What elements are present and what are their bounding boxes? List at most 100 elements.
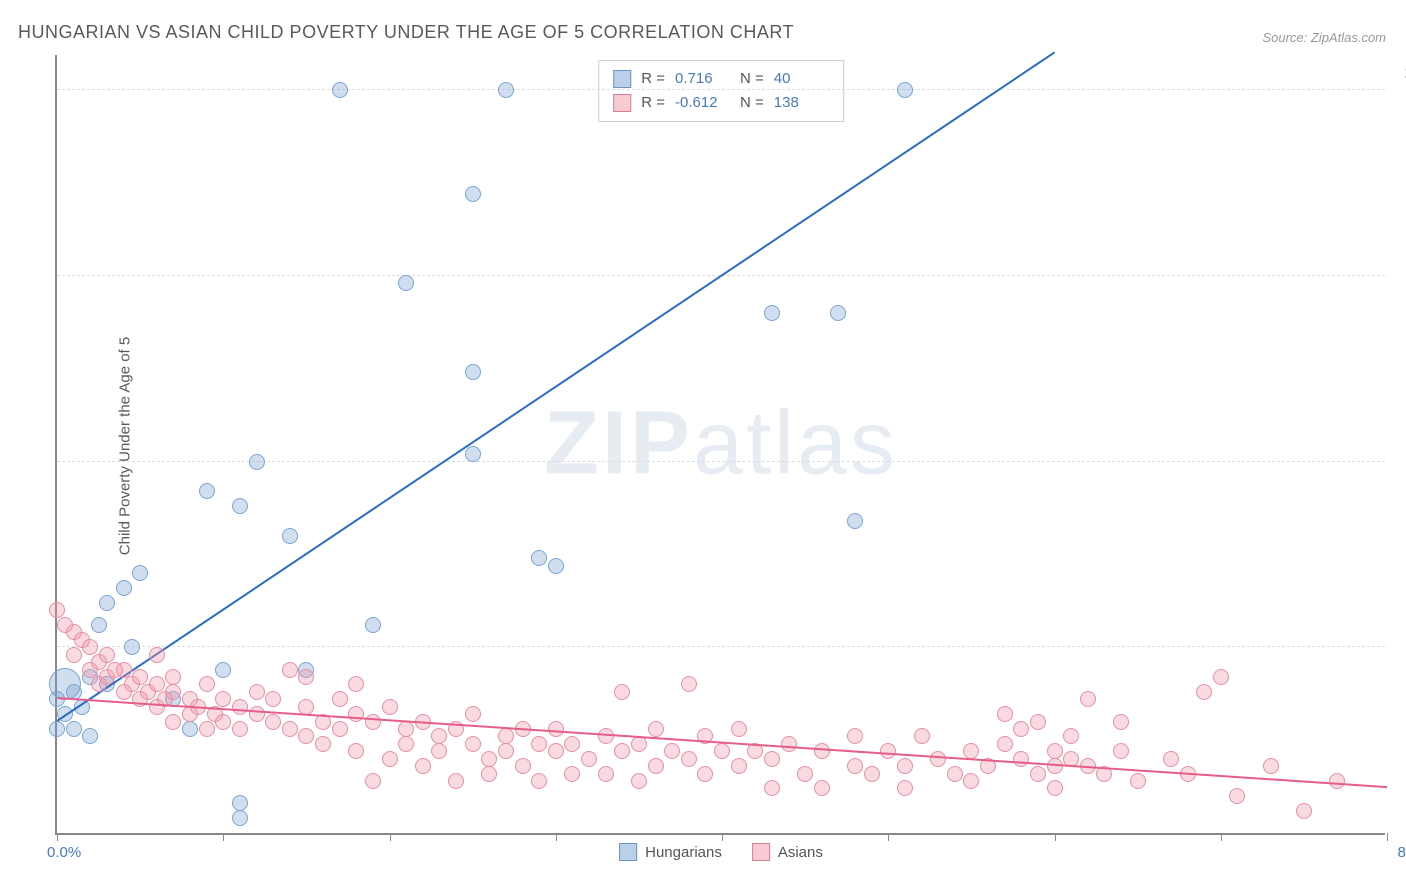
n-label: N = bbox=[740, 91, 764, 115]
data-point bbox=[332, 721, 348, 737]
data-point bbox=[332, 691, 348, 707]
data-point bbox=[465, 364, 481, 380]
scatter-plot-area: ZIPatlas R = 0.716 N = 40 R = -0.612 N =… bbox=[55, 55, 1385, 835]
n-value-hungarians: 40 bbox=[774, 67, 829, 91]
data-point bbox=[830, 305, 846, 321]
stats-row-asians: R = -0.612 N = 138 bbox=[613, 91, 829, 115]
data-point bbox=[282, 662, 298, 678]
data-point bbox=[465, 736, 481, 752]
data-point bbox=[897, 780, 913, 796]
data-point bbox=[149, 647, 165, 663]
data-point bbox=[564, 766, 580, 782]
data-point bbox=[465, 706, 481, 722]
x-tick bbox=[722, 833, 723, 841]
data-point bbox=[282, 721, 298, 737]
data-point bbox=[448, 773, 464, 789]
legend-label: Asians bbox=[778, 844, 823, 861]
x-tick bbox=[888, 833, 889, 841]
trend-line bbox=[57, 697, 1387, 788]
x-axis-max-label: 80.0% bbox=[1397, 844, 1406, 861]
y-tick-label: 100.0% bbox=[1395, 65, 1406, 82]
data-point bbox=[1213, 669, 1229, 685]
chart-title: HUNGARIAN VS ASIAN CHILD POVERTY UNDER T… bbox=[18, 22, 794, 43]
trend-line bbox=[56, 51, 1055, 721]
data-point bbox=[648, 721, 664, 737]
data-point bbox=[897, 758, 913, 774]
data-point bbox=[498, 743, 514, 759]
data-point bbox=[348, 743, 364, 759]
data-point bbox=[1296, 803, 1312, 819]
data-point bbox=[531, 550, 547, 566]
data-point bbox=[598, 728, 614, 744]
data-point bbox=[149, 676, 165, 692]
data-point bbox=[1013, 721, 1029, 737]
data-point bbox=[581, 751, 597, 767]
data-point bbox=[664, 743, 680, 759]
data-point bbox=[1080, 691, 1096, 707]
data-point bbox=[265, 691, 281, 707]
data-point bbox=[564, 736, 580, 752]
data-point bbox=[82, 728, 98, 744]
legend-item-asians: Asians bbox=[752, 843, 823, 861]
data-point bbox=[548, 721, 564, 737]
data-point bbox=[930, 751, 946, 767]
data-point bbox=[598, 766, 614, 782]
data-point bbox=[232, 699, 248, 715]
data-point bbox=[66, 721, 82, 737]
data-point bbox=[298, 669, 314, 685]
data-point bbox=[963, 773, 979, 789]
data-point bbox=[481, 751, 497, 767]
data-point bbox=[199, 483, 215, 499]
data-point bbox=[431, 728, 447, 744]
data-point bbox=[947, 766, 963, 782]
data-point bbox=[365, 617, 381, 633]
data-point bbox=[614, 684, 630, 700]
data-point bbox=[614, 743, 630, 759]
data-point bbox=[1047, 743, 1063, 759]
data-point bbox=[1063, 728, 1079, 744]
data-point bbox=[398, 275, 414, 291]
data-point bbox=[132, 565, 148, 581]
swatch-icon bbox=[619, 843, 637, 861]
data-point bbox=[1047, 780, 1063, 796]
data-point bbox=[1030, 766, 1046, 782]
data-point bbox=[182, 721, 198, 737]
data-point bbox=[365, 773, 381, 789]
data-point bbox=[1113, 714, 1129, 730]
data-point bbox=[215, 662, 231, 678]
x-tick bbox=[57, 833, 58, 841]
x-tick bbox=[1221, 833, 1222, 841]
data-point bbox=[199, 676, 215, 692]
data-point bbox=[897, 82, 913, 98]
data-point bbox=[365, 714, 381, 730]
correlation-stats-box: R = 0.716 N = 40 R = -0.612 N = 138 bbox=[598, 60, 844, 122]
data-point bbox=[99, 647, 115, 663]
data-point bbox=[963, 743, 979, 759]
data-point bbox=[232, 721, 248, 737]
data-point bbox=[648, 758, 664, 774]
data-point bbox=[797, 766, 813, 782]
data-point bbox=[731, 758, 747, 774]
watermark-bold: ZIP bbox=[544, 394, 693, 494]
gridline bbox=[57, 89, 1385, 90]
data-point bbox=[997, 706, 1013, 722]
data-point bbox=[249, 706, 265, 722]
data-point bbox=[82, 639, 98, 655]
data-point bbox=[1196, 684, 1212, 700]
data-point bbox=[249, 684, 265, 700]
x-tick bbox=[1387, 833, 1388, 841]
data-point bbox=[1013, 751, 1029, 767]
data-point bbox=[215, 691, 231, 707]
data-point bbox=[232, 498, 248, 514]
data-point bbox=[515, 758, 531, 774]
data-point bbox=[465, 186, 481, 202]
x-tick bbox=[556, 833, 557, 841]
source-attribution: Source: ZipAtlas.com bbox=[1262, 30, 1386, 45]
data-point bbox=[498, 82, 514, 98]
data-point bbox=[232, 795, 248, 811]
r-label: R = bbox=[641, 91, 665, 115]
data-point bbox=[165, 684, 181, 700]
data-point bbox=[315, 736, 331, 752]
stats-row-hungarians: R = 0.716 N = 40 bbox=[613, 67, 829, 91]
data-point bbox=[1163, 751, 1179, 767]
